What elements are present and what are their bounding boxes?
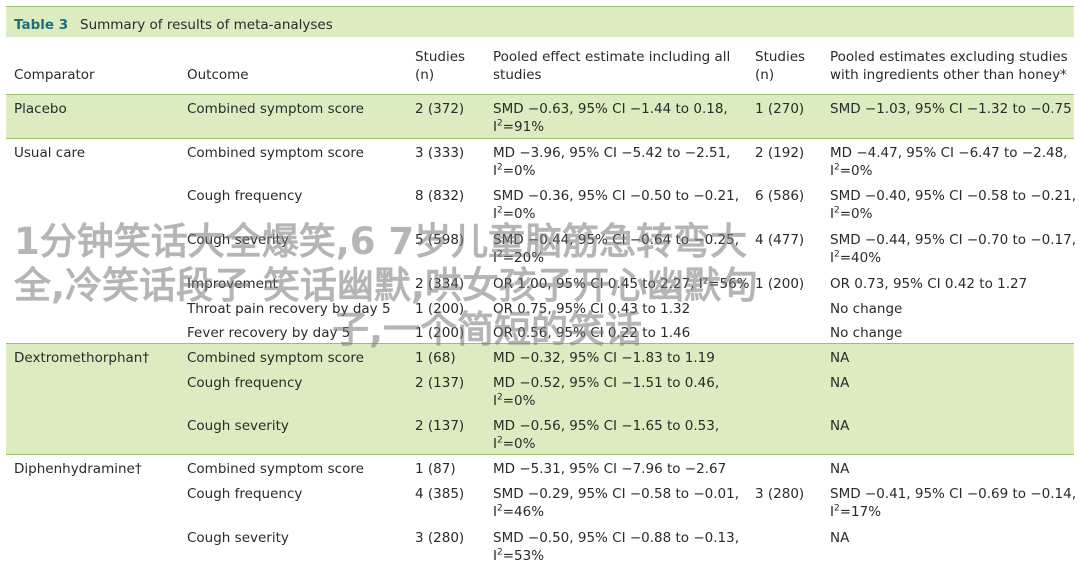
table-figure: Table 3 Summary of results of meta-analy… [6, 6, 1077, 564]
studies-cell: 4 (385) [415, 486, 465, 502]
pooled-estimate-excl-cell: SMD −0.44, 95% CI −0.70 to −0.17, [830, 232, 1077, 248]
row-group-band [6, 343, 1074, 454]
studies-cell: 3 (280) [415, 530, 465, 546]
heterogeneity-cell: I2=0% [493, 205, 536, 222]
heterogeneity-excl-cell: I2=17% [830, 503, 882, 520]
outcome-cell: Cough severity [187, 418, 289, 434]
header-studies-2: Studies [755, 49, 806, 65]
pooled-estimate-excl-cell: SMD −0.40, 95% CI −0.58 to −0.21, [830, 188, 1077, 204]
pooled-estimate-excl-cell: No change [830, 325, 903, 341]
studies-excl-cell: 1 (270) [755, 101, 805, 117]
pooled-estimate-cell: SMD −0.36, 95% CI −0.50 to −0.21, [493, 188, 740, 204]
header-studies-2-unit: (n) [755, 67, 775, 83]
overlay-text-line-2: 全,冷笑话段子 笑话幽默,哄女孩子开心幽默句 [14, 264, 758, 307]
heterogeneity-excl-cell: I2=0% [830, 205, 873, 222]
outcome-cell: Combined symptom score [187, 350, 364, 366]
outcome-cell: Combined symptom score [187, 461, 364, 477]
header-pooled-all: Pooled effect estimate including all [493, 49, 731, 65]
outcome-cell: Improvement [187, 276, 278, 292]
pooled-estimate-excl-cell: SMD −1.03, 95% CI −1.32 to −0.75 [830, 101, 1072, 117]
heterogeneity-excl-cell: I2=40% [830, 249, 882, 266]
studies-cell: 1 (68) [415, 350, 456, 366]
header-studies-1-unit: (n) [415, 67, 435, 83]
pooled-estimate-excl-cell: MD −4.47, 95% CI −6.47 to −2.48, [830, 145, 1068, 161]
overlay-text-line-1: 1分钟笑话大全爆笑,6 7岁儿童脑筋急转弯大 [14, 220, 748, 263]
outcome-cell: Cough severity [187, 530, 289, 546]
row-group-band [6, 94, 1074, 138]
studies-cell: 2 (137) [415, 418, 465, 434]
studies-cell: 3 (333) [415, 145, 465, 161]
heterogeneity-excl-cell: I2=0% [830, 162, 873, 179]
studies-excl-cell: 1 (200) [755, 276, 805, 292]
outcome-cell: Combined symptom score [187, 101, 364, 117]
pooled-estimate-cell: SMD −0.44, 95% CI −0.64 to −0.25, [493, 232, 740, 248]
overlay-text-line-3: 子,一个简短的笑话 [332, 308, 643, 351]
studies-cell: 1 (87) [415, 461, 456, 477]
heterogeneity-cell: I2=0% [493, 392, 536, 409]
pooled-estimate-cell: OR 0.56, 95% CI 0.22 to 1.46 [493, 325, 691, 341]
studies-cell: 8 (832) [415, 188, 465, 204]
pooled-estimate-cell: SMD −0.50, 95% CI −0.88 to −0.13, [493, 530, 740, 546]
header-outcome: Outcome [187, 67, 249, 83]
heterogeneity-cell: I2=20% [493, 249, 545, 266]
comparator-cell: Diphenhydramine† [14, 461, 142, 477]
comparator-cell: Placebo [14, 101, 67, 117]
studies-excl-cell: 6 (586) [755, 188, 805, 204]
pooled-estimate-cell: MD −0.32, 95% CI −1.83 to 1.19 [493, 350, 715, 366]
studies-excl-cell: 2 (192) [755, 145, 805, 161]
outcome-cell: Cough frequency [187, 375, 303, 391]
header-pooled-excl-cont: with ingredients other than honey* [830, 67, 1067, 83]
group-divider [6, 94, 1074, 95]
table-title: Summary of results of meta-analyses [80, 17, 333, 33]
outcome-cell: Cough frequency [187, 188, 303, 204]
heterogeneity-cell: I2=53% [493, 547, 545, 564]
heterogeneity-cell: I2=91% [493, 118, 545, 135]
studies-cell: 2 (137) [415, 375, 465, 391]
pooled-estimate-cell: MD −0.56, 95% CI −1.65 to 0.53, [493, 418, 720, 434]
header-pooled-excl: Pooled estimates excluding studies [830, 49, 1068, 65]
pooled-estimate-cell: OR 0.75, 95% CI 0.43 to 1.32 [493, 301, 691, 317]
pooled-estimate-cell: MD −3.96, 95% CI −5.42 to −2.51, [493, 145, 731, 161]
heterogeneity-cell: I2=46% [493, 503, 545, 520]
pooled-estimate-excl-cell: NA [830, 461, 850, 477]
studies-excl-cell: 3 (280) [755, 486, 805, 502]
group-divider [6, 138, 1074, 139]
comparator-cell: Usual care [14, 145, 86, 161]
pooled-estimate-cell: MD −5.31, 95% CI −7.96 to −2.67 [493, 461, 727, 477]
studies-cell: 5 (598) [415, 232, 465, 248]
pooled-estimate-cell: OR 1.00, 95% CI 0.45 to 2.27, I²=56% [493, 276, 750, 292]
pooled-estimate-excl-cell: No change [830, 301, 903, 317]
studies-cell: 2 (334) [415, 276, 465, 292]
pooled-estimate-cell: SMD −0.29, 95% CI −0.58 to −0.01, [493, 486, 740, 502]
pooled-estimate-excl-cell: NA [830, 350, 850, 366]
group-divider [6, 343, 1074, 344]
pooled-estimate-excl-cell: OR 0.73, 95% CI 0.42 to 1.27 [830, 276, 1028, 292]
header-studies-1: Studies [415, 49, 466, 65]
studies-excl-cell: 4 (477) [755, 232, 805, 248]
studies-cell: 1 (200) [415, 325, 465, 341]
pooled-estimate-cell: MD −0.52, 95% CI −1.51 to 0.46, [493, 375, 720, 391]
outcome-cell: Throat pain recovery by day 5 [187, 301, 391, 317]
outcome-cell: Fever recovery by day 5 [187, 325, 351, 341]
studies-cell: 1 (200) [415, 301, 465, 317]
pooled-estimate-excl-cell: NA [830, 418, 850, 434]
pooled-estimate-excl-cell: NA [830, 530, 850, 546]
outcome-cell: Cough severity [187, 232, 289, 248]
studies-cell: 2 (372) [415, 101, 465, 117]
outcome-cell: Combined symptom score [187, 145, 364, 161]
outcome-cell: Cough frequency [187, 486, 303, 502]
header-pooled-all-cont: studies [493, 67, 542, 83]
comparator-cell: Dextromethorphan† [14, 350, 150, 366]
pooled-estimate-excl-cell: SMD −0.41, 95% CI −0.69 to −0.14, [830, 486, 1077, 502]
group-divider [6, 454, 1074, 455]
pooled-estimate-cell: SMD −0.63, 95% CI −1.44 to 0.18, [493, 101, 728, 117]
pooled-estimate-excl-cell: NA [830, 375, 850, 391]
heterogeneity-cell: I2=0% [493, 162, 536, 179]
header-comparator: Comparator [14, 67, 95, 83]
table-label: Table 3 [14, 17, 69, 33]
table-caption: Table 3 Summary of results of meta-analy… [6, 6, 1074, 37]
heterogeneity-cell: I2=0% [493, 435, 536, 452]
